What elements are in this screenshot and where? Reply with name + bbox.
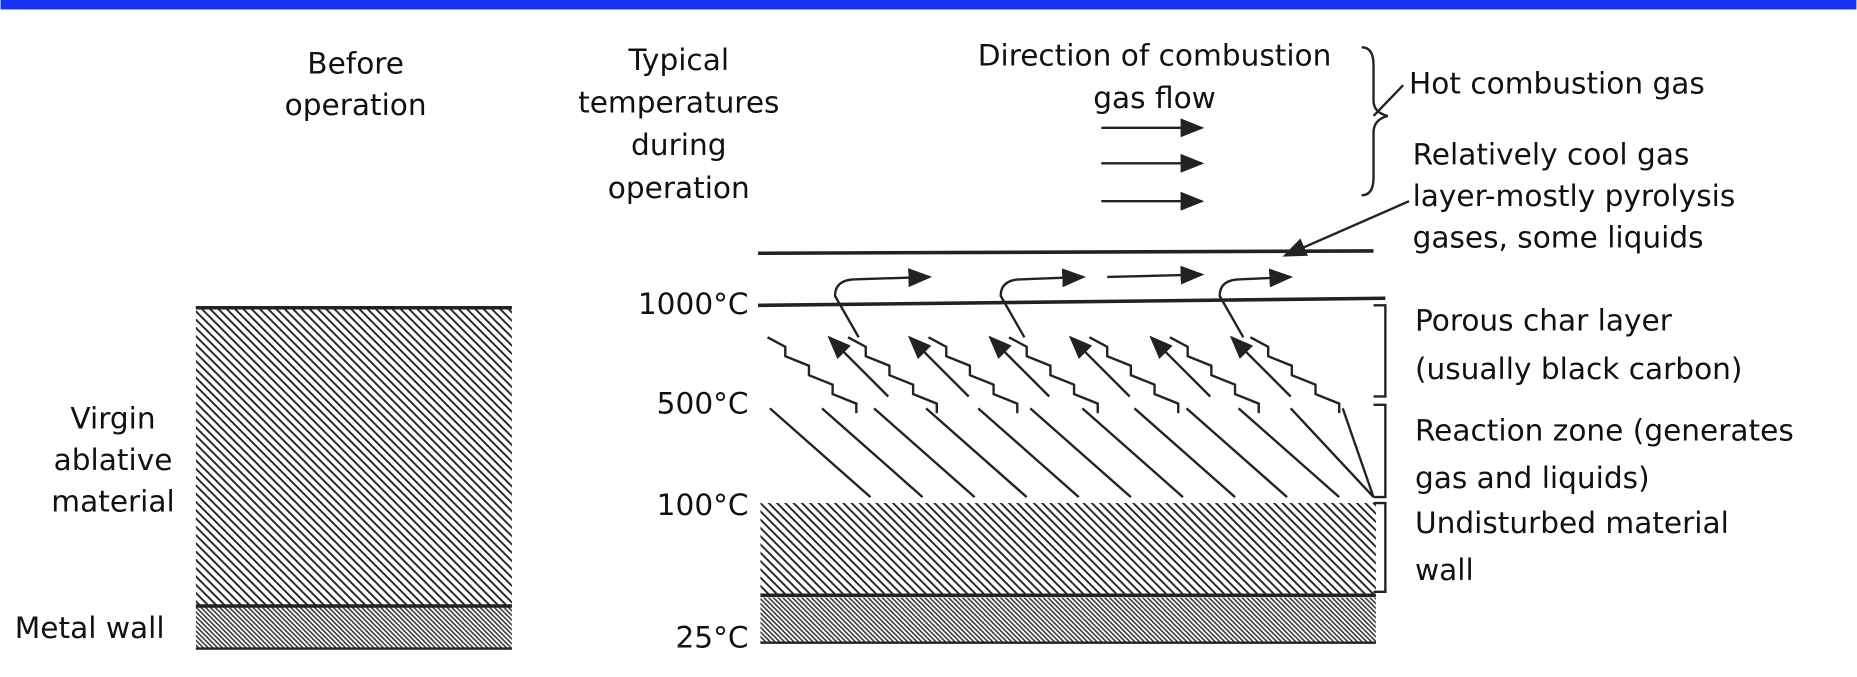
zone-label: (usually black carbon) [1415, 352, 1743, 386]
rising-gas [1149, 335, 1212, 398]
heading: Direction of combustion [978, 38, 1332, 72]
hook-arrow [999, 268, 1086, 338]
zone-label: Undisturbed material [1415, 506, 1729, 540]
heading: gas flow [1093, 81, 1216, 115]
side-label: Metal wall [15, 611, 165, 645]
temperature: 25°C [676, 621, 749, 655]
char-wave [847, 336, 938, 414]
heading: temperatures [578, 86, 779, 120]
reaction-line [1133, 407, 1236, 498]
zone-label: layer-mostly pyrolysis [1413, 179, 1736, 213]
hook-arrow [1218, 268, 1294, 338]
zone-label: Hot combustion gas [1409, 67, 1705, 101]
char-wave [1008, 336, 1099, 414]
rising-gas [988, 335, 1051, 398]
char-wave [1088, 336, 1180, 414]
heading: during [631, 128, 726, 162]
char-surface [758, 296, 1386, 308]
zone-label: wall [1415, 553, 1474, 587]
rising-gas [1068, 335, 1131, 398]
temperature: 500°C [657, 386, 749, 420]
reaction-line [769, 407, 872, 498]
reaction-line [1289, 407, 1375, 498]
temperature: 1000°C [638, 287, 749, 321]
side-label: Virgin [70, 402, 155, 436]
brace [1361, 46, 1389, 197]
rising-gas [907, 335, 970, 398]
temperature: 100°C [657, 488, 749, 522]
gas-boundary [758, 249, 1374, 256]
side-label: material [51, 485, 174, 519]
heading: Typical [627, 43, 729, 77]
reaction-line [1341, 407, 1375, 498]
char-wave [1169, 336, 1260, 414]
undisturbed-block [760, 503, 1376, 596]
heading: Before [307, 47, 404, 81]
zone-label: Porous char layer [1415, 303, 1673, 337]
reaction-line [925, 407, 1028, 498]
heading: operation [285, 88, 427, 122]
reaction-line [1237, 407, 1340, 498]
rising-gas [827, 335, 890, 398]
zone-label: gas and liquids) [1415, 461, 1650, 495]
bracket [1373, 403, 1387, 499]
hook-arrow [833, 268, 933, 338]
reaction-line [873, 407, 976, 498]
zone-label: gases, some liquids [1413, 221, 1704, 255]
metal-block [195, 605, 512, 649]
reaction-line [977, 407, 1080, 498]
char-wave [927, 336, 1019, 414]
bracket [1373, 501, 1387, 593]
top-bar [0, 0, 1857, 10]
bracket [1373, 304, 1387, 398]
zone-label: Reaction zone (generates [1415, 414, 1794, 448]
char-wave [1249, 336, 1341, 414]
virgin-block [195, 307, 512, 606]
rising-gas [1229, 335, 1292, 398]
metal-block [760, 597, 1376, 643]
zone-label: Relatively cool gas [1413, 138, 1690, 172]
reaction-line [1185, 407, 1288, 498]
heading: operation [608, 171, 750, 205]
pointer [1372, 84, 1404, 117]
pointer [1282, 200, 1410, 257]
flow-arrow [1107, 265, 1205, 285]
reaction-line [1029, 407, 1132, 498]
char-wave [766, 336, 858, 414]
reaction-line [821, 407, 924, 498]
side-label: ablative [54, 443, 173, 477]
reaction-line [1081, 407, 1184, 498]
